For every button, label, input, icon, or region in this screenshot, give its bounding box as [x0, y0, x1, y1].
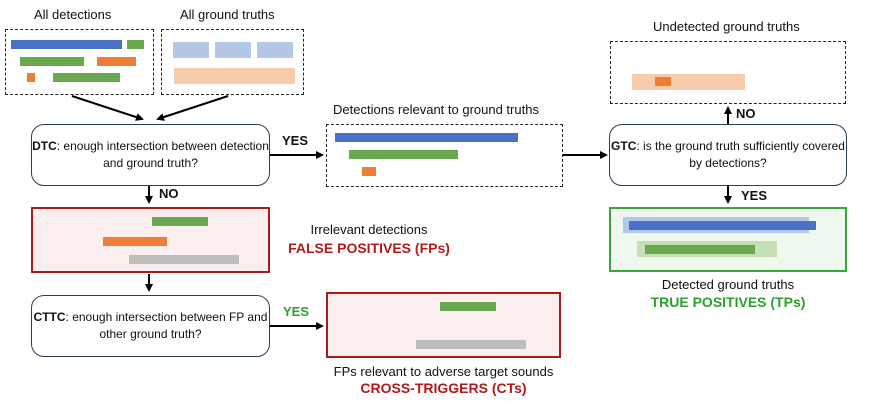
- detection-bar: [11, 40, 122, 49]
- detection-bar: [335, 133, 518, 142]
- detection-bar: [645, 245, 755, 254]
- detection-bar: [655, 77, 671, 86]
- all-ground-truths-box: [161, 29, 304, 95]
- all-ground-truths-label: All ground truths: [180, 7, 275, 22]
- detected-ground-truths-label: Detected ground truths: [661, 277, 795, 292]
- cttc-node: CTTC: enough intersection between FP and…: [31, 295, 270, 357]
- cross-triggers-title: CROSS-TRIGGERS (CTs): [360, 380, 527, 396]
- cttc-yes-label: YES: [283, 304, 310, 319]
- detection-bar: [129, 255, 239, 264]
- dtc-text: : enough intersection between detection …: [56, 139, 269, 170]
- detection-bar: [440, 302, 496, 311]
- arrow-groundtruths-to-dtc: [156, 95, 229, 121]
- irrelevant-detections-label: Irrelevant detections: [310, 222, 428, 237]
- gtc-text: : is the ground truth sufficiently cover…: [636, 139, 845, 170]
- ground-truth-bar: [257, 42, 293, 58]
- gtc-yes-label: YES: [741, 188, 768, 203]
- detection-bar: [127, 40, 144, 49]
- ground-truth-bar: [174, 68, 295, 84]
- gtc-node: GTC: is the ground truth sufficiently co…: [609, 124, 847, 186]
- detection-bar: [53, 73, 120, 82]
- detection-bar: [152, 217, 208, 226]
- false-positives-box: [31, 207, 270, 273]
- dtc-node: DTC: enough intersection between detecti…: [31, 124, 270, 186]
- detection-bar: [103, 237, 167, 246]
- detection-bar: [20, 57, 84, 66]
- detection-bar: [362, 167, 376, 176]
- detection-bar: [349, 150, 458, 159]
- arrow-detections-to-dtc: [71, 95, 144, 121]
- all-detections-label: All detections: [34, 7, 112, 22]
- ground-truth-bar: [173, 42, 209, 58]
- undetected-ground-truths-label: Undetected ground truths: [653, 19, 800, 34]
- gtc-abbr: GTC: [611, 139, 637, 153]
- relevant-detections-box: [326, 124, 563, 187]
- cross-triggers-box: [326, 292, 561, 358]
- detection-bar: [629, 221, 816, 230]
- cttc-abbr: CTTC: [33, 310, 66, 324]
- dtc-no-label: NO: [159, 186, 179, 201]
- ground-truth-bar: [215, 42, 251, 58]
- all-detections-box: [5, 29, 154, 95]
- relevant-detections-label: Detections relevant to ground truths: [333, 102, 539, 117]
- gtc-no-label: NO: [736, 106, 756, 121]
- false-positives-title: FALSE POSITIVES (FPs): [288, 240, 450, 256]
- detection-bar: [416, 340, 526, 349]
- true-positives-title: TRUE POSITIVES (TPs): [650, 294, 806, 310]
- dtc-yes-label: YES: [282, 133, 309, 148]
- detection-bar: [27, 73, 35, 82]
- cttc-text: : enough intersection between FP and oth…: [65, 310, 268, 341]
- undetected-ground-truths-box: [610, 41, 846, 104]
- detection-bar: [97, 57, 136, 66]
- true-positives-box: [609, 207, 847, 272]
- dtc-abbr: DTC: [32, 139, 57, 153]
- fps-relevant-label: FPs relevant to adverse target sounds: [333, 364, 554, 379]
- ground-truth-bar: [632, 74, 745, 90]
